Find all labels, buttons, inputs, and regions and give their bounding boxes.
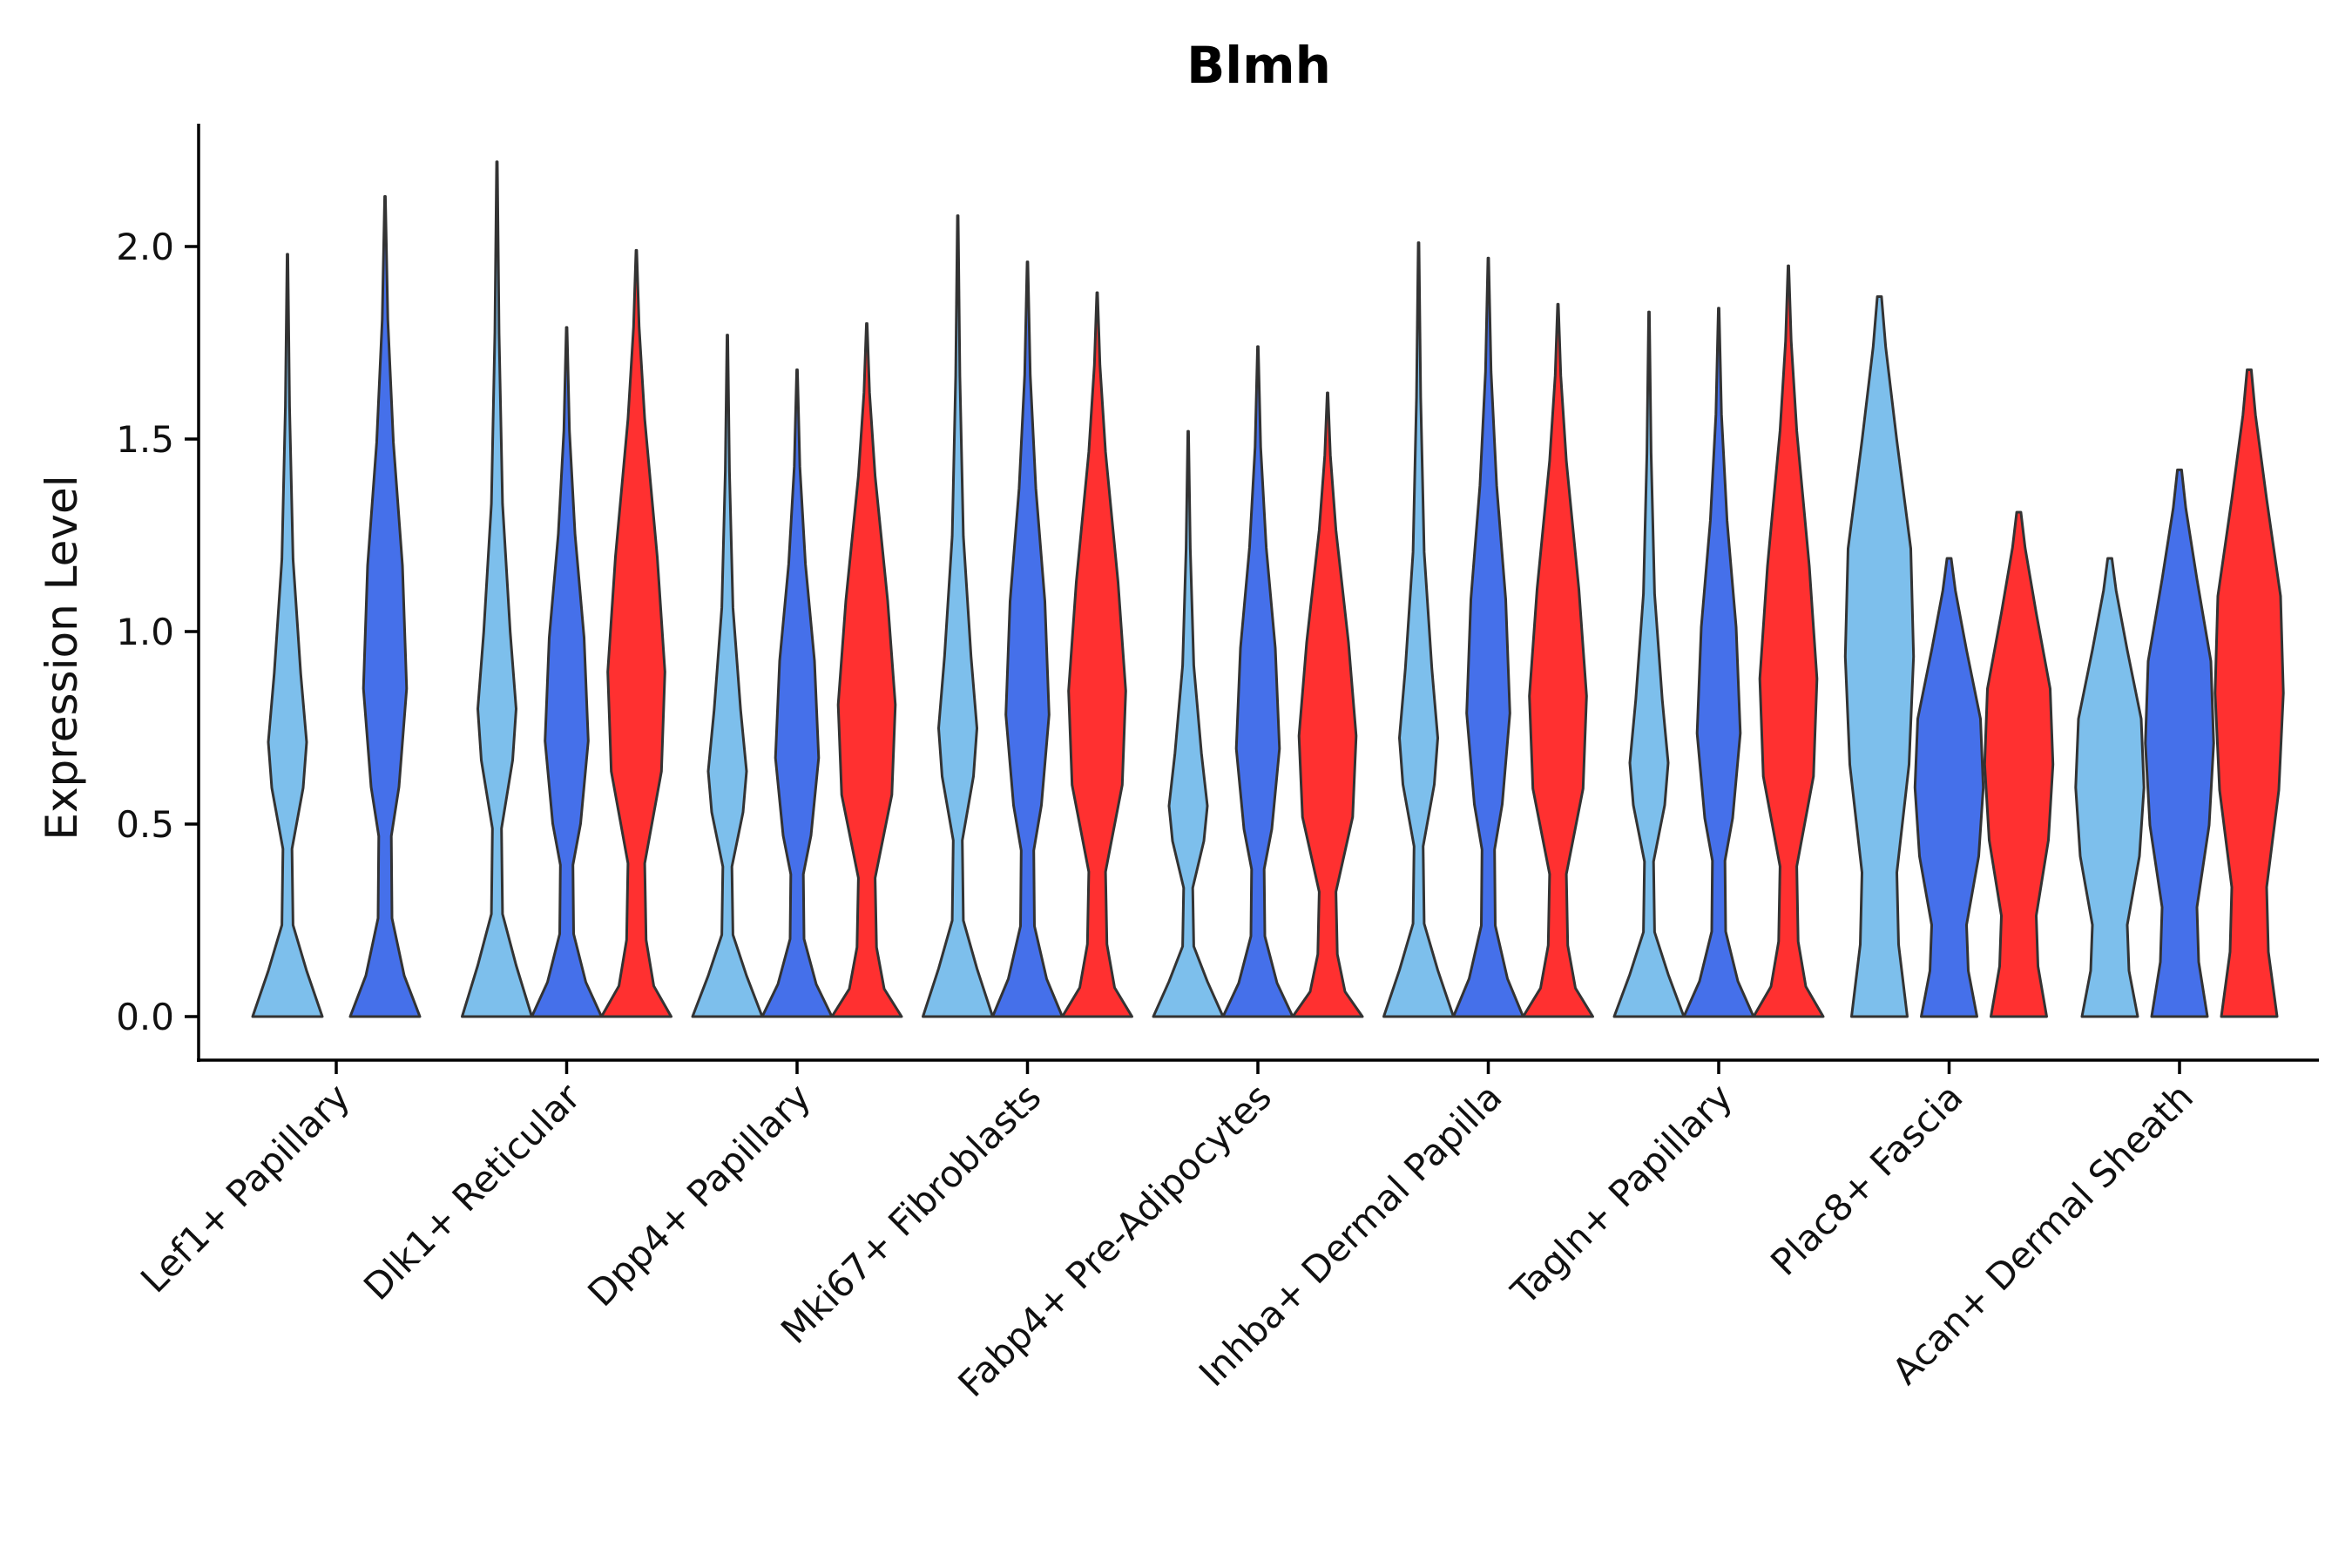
violin-2-group-1 bbox=[691, 334, 764, 1018]
y-axis-label: Expression Level bbox=[37, 475, 87, 840]
violin-4-group-1 bbox=[1152, 429, 1225, 1018]
violin-6-group-3 bbox=[1752, 264, 1825, 1018]
x-tick-label: Lef1+ Papillary bbox=[132, 1075, 358, 1301]
violin-6-group-2 bbox=[1682, 307, 1755, 1018]
violin-7-group-2 bbox=[1913, 557, 1985, 1018]
violin-1-group-2 bbox=[531, 326, 603, 1018]
violin-2-group-3 bbox=[830, 321, 903, 1018]
x-tick-label: Dlk1+ Reticular bbox=[355, 1075, 589, 1308]
y-tick-label: 1.5 bbox=[116, 418, 174, 461]
violin-0-group-2 bbox=[348, 195, 422, 1018]
violin-8-group-1 bbox=[2074, 557, 2146, 1018]
violin-1-group-3 bbox=[600, 248, 672, 1018]
violin-3-group-3 bbox=[1061, 291, 1133, 1018]
violin-6-group-1 bbox=[1612, 310, 1686, 1018]
violin-8-group-3 bbox=[2213, 368, 2285, 1018]
violin-0-group-1 bbox=[251, 253, 324, 1018]
violin-8-group-2 bbox=[2144, 468, 2215, 1018]
violin-4-group-3 bbox=[1291, 391, 1364, 1018]
y-tick-label: 1.0 bbox=[116, 611, 174, 653]
chart-title: Blmh bbox=[1186, 36, 1331, 95]
violin-3-group-2 bbox=[991, 260, 1064, 1018]
violin-7-group-3 bbox=[1983, 510, 2055, 1018]
violin-5-group-1 bbox=[1382, 241, 1455, 1018]
violin-5-group-3 bbox=[1522, 302, 1594, 1018]
x-tick-label: Dpp4+ Papillary bbox=[579, 1075, 819, 1315]
y-axis-ticks: 0.0 0.5 1.0 1.5 2.0 bbox=[116, 226, 199, 1038]
x-tick-label: Tagln+ Papillary bbox=[1503, 1075, 1740, 1313]
y-tick-label: 0.5 bbox=[116, 803, 174, 846]
violin-group bbox=[251, 160, 2285, 1018]
y-tick-label: 2.0 bbox=[116, 226, 174, 268]
x-tick-label: Plac8+ Fascia bbox=[1762, 1075, 1970, 1283]
violin-2-group-2 bbox=[760, 368, 834, 1018]
x-tick-label: Mki67+ Fibroblasts bbox=[773, 1075, 1049, 1351]
y-tick-label: 0.0 bbox=[116, 996, 174, 1038]
violin-3-group-1 bbox=[922, 214, 994, 1018]
violin-4-group-2 bbox=[1221, 345, 1294, 1018]
violin-5-group-2 bbox=[1452, 256, 1524, 1018]
violin-7-group-1 bbox=[1843, 294, 1916, 1018]
violin-1-group-1 bbox=[461, 160, 533, 1018]
